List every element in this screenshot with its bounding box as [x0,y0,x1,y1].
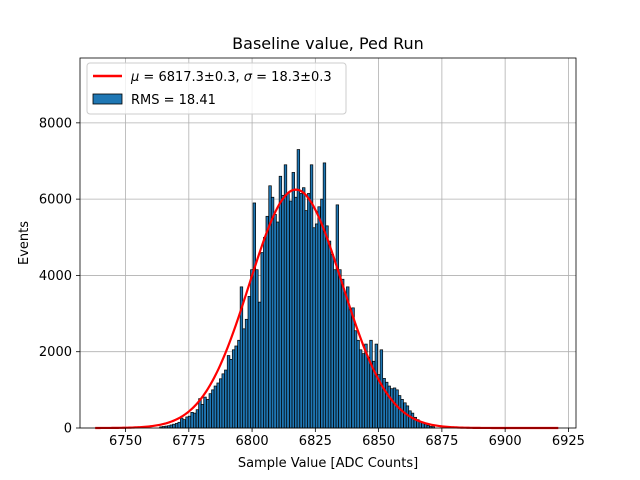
legend-fit-label: μ = 6817.3±0.3, σ = 18.3±0.3 [130,70,332,85]
histogram-bar [275,221,280,429]
x-axis: 6750 6775 6800 6825 6850 6875 6900 6925 [109,428,585,449]
histogram-bar [410,412,415,429]
legend-box [86,62,347,115]
x-tick-label: 6750 [109,434,142,449]
y-axis-label: Events [17,221,32,265]
x-tick-label: 6800 [236,434,269,449]
histogram-bar [359,349,363,429]
legend-fit-label-part: σ [244,70,253,85]
x-tick-label: 6900 [489,434,522,449]
legend-histogram-swatch [92,93,123,105]
y-tick-label: 2000 [39,345,72,360]
plot-area [79,57,577,430]
histogram-bar [317,206,321,429]
histogram-bar [182,419,186,429]
histogram-bar [307,193,311,429]
axes-frame [79,57,577,429]
histogram-bar [265,215,269,429]
histogram-bar [203,396,207,429]
y-tick-label: 4000 [39,269,72,284]
x-tick-label: 6850 [362,434,395,449]
histogram-bar [192,412,197,429]
histogram-bar [213,385,218,429]
y-tick-label: 6000 [39,193,72,208]
histogram-bar [244,318,249,429]
chart-title: Baseline value, Ped Run [232,34,424,53]
x-axis-label: Sample Value [ADC Counts] [238,456,418,471]
legend-fit-label-part: = 18.3±0.3 [252,70,332,85]
x-tick-label: 6925 [552,434,585,449]
histogram-bar [327,240,332,429]
x-tick-label: 6825 [299,434,332,449]
histogram-bar [379,349,384,429]
histogram-bar [338,269,342,429]
legend-histogram-label: RMS = 18.41 [131,93,216,108]
x-tick-label: 6875 [425,434,458,449]
y-tick-label: 0 [64,422,72,437]
histogram-bar [172,423,176,429]
histogram-bar [400,399,404,429]
histogram-bar [286,193,290,429]
histogram-bar [369,339,373,429]
legend-fit-label-part: = 6817.3±0.3, [139,70,243,85]
histogram-bar [348,309,352,429]
histogram-bar [255,269,259,429]
histogram-bars [159,149,435,429]
y-tick-label: 8000 [39,116,72,131]
y-axis: 0 2000 4000 6000 8000 [39,116,80,437]
histogram-bar [390,388,394,429]
histogram-bar [224,369,228,429]
legend: μ = 6817.3±0.3, σ = 18.3±0.3 RMS = 18.41 [86,62,347,115]
legend-fit-label-part: μ [130,70,139,85]
histogram-bar [234,345,238,429]
x-tick-label: 6775 [172,434,205,449]
